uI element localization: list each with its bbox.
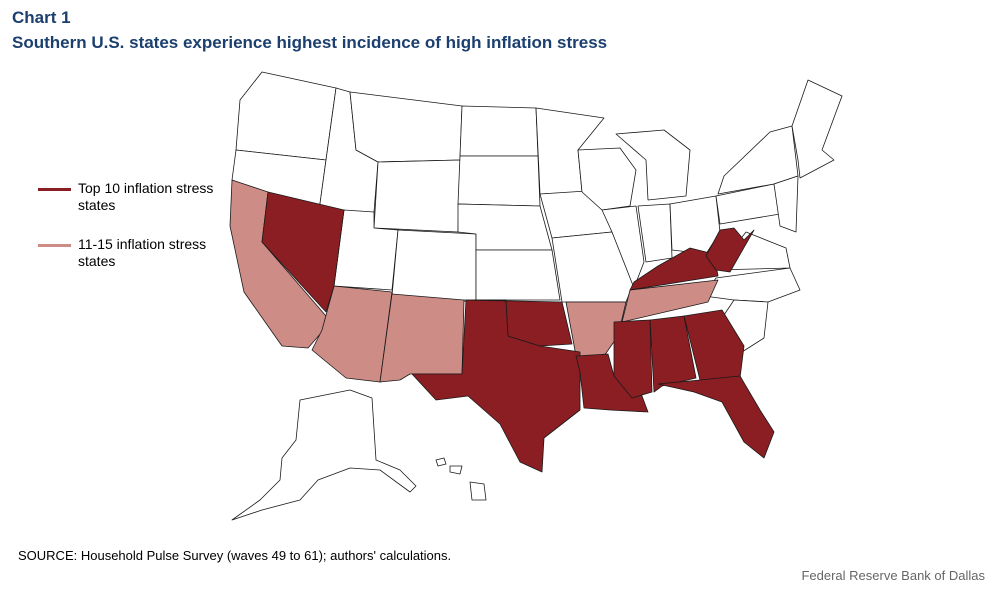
state-tennessee: [621, 279, 719, 323]
state-north-dakota: [459, 105, 539, 157]
source-note: SOURCE: Household Pulse Survey (waves 49…: [18, 548, 452, 563]
state-west-virginia: [705, 227, 755, 273]
state-arizona: [311, 285, 393, 383]
state-michigan: [615, 129, 691, 201]
state-kansas: [475, 249, 561, 301]
state-mid-atlantic: [773, 175, 799, 233]
state-alaska: [231, 389, 417, 521]
legend-swatch-top10: [38, 188, 71, 191]
state-mississippi: [613, 319, 653, 399]
state-north-carolina: [703, 267, 801, 303]
state-florida: [657, 375, 775, 459]
chart-number: Chart 1: [12, 8, 71, 27]
state-new-mexico: [379, 293, 465, 383]
state-arkansas: [565, 301, 627, 357]
state-oklahoma: [463, 299, 573, 347]
legend-label-rank11-15: 11-15 inflation stress states: [78, 236, 207, 269]
credit: Federal Reserve Bank of Dallas: [801, 568, 985, 583]
state-nevada: [261, 191, 345, 313]
state-new-england: [791, 79, 843, 179]
state-illinois: [601, 205, 645, 289]
state-wisconsin: [577, 147, 637, 211]
state-south-dakota: [457, 155, 541, 207]
state-louisiana: [575, 353, 649, 413]
state-montana: [349, 91, 463, 163]
state-hawaii: [435, 457, 487, 501]
state-washington: [235, 71, 337, 161]
legend: Top 10 inflation stress states 11-15 inf…: [38, 180, 238, 292]
legend-item-top10: Top 10 inflation stress states: [38, 180, 238, 236]
state-colorado: [391, 229, 477, 303]
legend-swatch-rank11-15: [38, 244, 71, 247]
legend-label-top10: Top 10 inflation stress states: [78, 180, 214, 213]
legend-item-rank11-15: 11-15 inflation stress states: [38, 236, 238, 292]
state-georgia: [683, 309, 745, 381]
chart-title: Southern U.S. states experience highest …: [12, 33, 608, 52]
state-wyoming: [373, 159, 461, 233]
